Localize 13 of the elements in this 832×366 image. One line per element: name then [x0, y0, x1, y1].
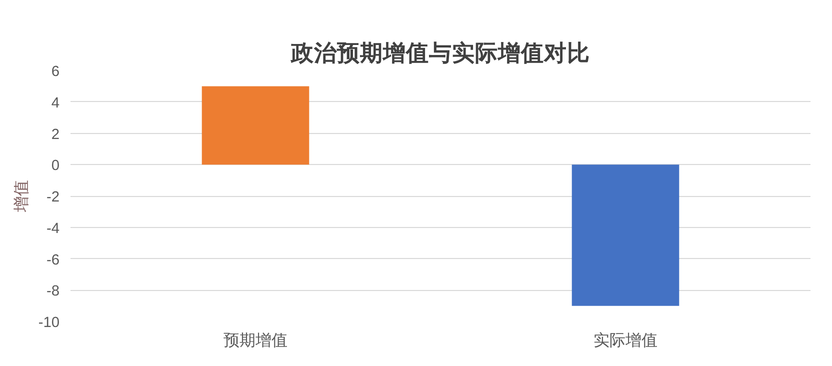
x-tick-label: 预期增值: [224, 332, 288, 350]
y-tick-label: 6: [51, 64, 60, 80]
y-tick-label: -2: [46, 190, 60, 206]
chart-title: 政治预期增值与实际增值对比: [290, 40, 590, 66]
y-tick-label: -6: [46, 252, 60, 268]
y-tick-label: -10: [38, 315, 60, 331]
y-axis-title: 增值: [13, 180, 30, 213]
y-tick-label: 2: [51, 126, 60, 143]
y-tick-label: -8: [46, 284, 60, 300]
y-tick-label: 0: [51, 158, 60, 174]
x-tick-label: 实际增值: [594, 332, 658, 350]
y-tick-label: -4: [46, 220, 60, 237]
y-tick-label: 4: [51, 95, 60, 112]
